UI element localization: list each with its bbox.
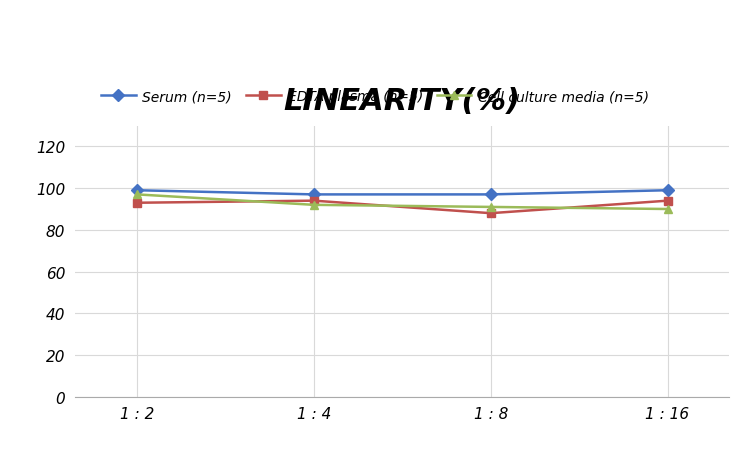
Line: Serum (n=5): Serum (n=5): [133, 187, 672, 199]
Serum (n=5): [663, 188, 672, 193]
EDTA plasma (n=5): [132, 201, 141, 206]
Line: EDTA plasma (n=5): EDTA plasma (n=5): [133, 197, 672, 218]
Cell culture media (n=5): [132, 192, 141, 198]
Cell culture media (n=5): [487, 205, 496, 210]
Serum (n=5): [132, 188, 141, 193]
EDTA plasma (n=5): [487, 211, 496, 216]
Legend: Serum (n=5), EDTA plasma (n=5), Cell culture media (n=5): Serum (n=5), EDTA plasma (n=5), Cell cul…: [96, 84, 655, 110]
EDTA plasma (n=5): [663, 198, 672, 204]
Title: LINEARITY(%): LINEARITY(%): [284, 87, 521, 115]
Cell culture media (n=5): [663, 207, 672, 212]
Serum (n=5): [309, 192, 318, 198]
Serum (n=5): [487, 192, 496, 198]
EDTA plasma (n=5): [309, 198, 318, 204]
Line: Cell culture media (n=5): Cell culture media (n=5): [133, 191, 672, 214]
Cell culture media (n=5): [309, 202, 318, 208]
